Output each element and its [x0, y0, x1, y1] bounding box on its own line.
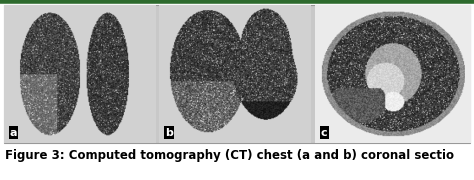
Bar [4, 4, 470, 143]
Text: Figure 3: Computed tomography (CT) chest (a and b) coronal sectio: Figure 3: Computed tomography (CT) chest… [5, 149, 454, 162]
